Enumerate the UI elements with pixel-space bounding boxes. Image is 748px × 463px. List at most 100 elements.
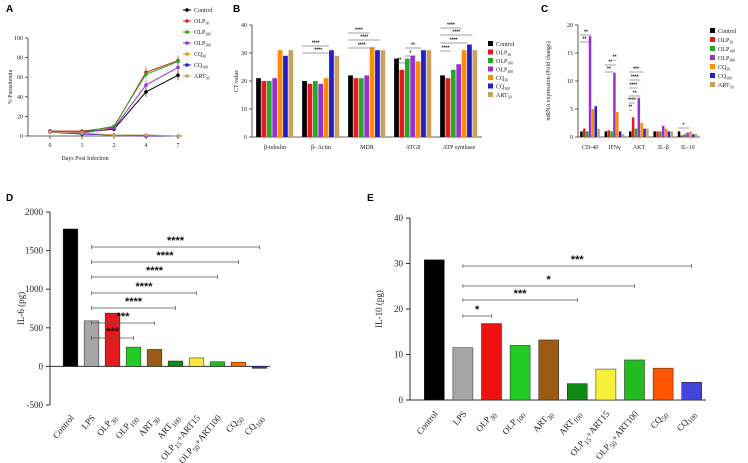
bar <box>683 134 687 137</box>
y-tick-label: 20 <box>17 114 23 120</box>
bar <box>266 81 272 137</box>
significance-label: *** <box>117 311 131 323</box>
bar <box>261 81 267 137</box>
significance-label: * <box>409 51 411 57</box>
y-tick-label: 60 <box>17 75 23 81</box>
significance-label: **** <box>358 43 366 49</box>
y-tick-label: 10 <box>567 79 573 85</box>
x-tick-label: AKT <box>633 145 646 151</box>
bar <box>637 97 641 137</box>
bar <box>450 69 456 137</box>
bar <box>604 131 608 137</box>
bar <box>358 78 364 137</box>
bar <box>334 55 340 137</box>
x-tick-label: LPS <box>79 413 97 431</box>
y-tick-label: 10 <box>394 350 404 360</box>
bar <box>640 123 643 137</box>
bar <box>595 368 617 401</box>
x-tick-label: β- Actin <box>311 145 331 151</box>
y-tick-label: 0 <box>244 135 247 141</box>
significance-label: **** <box>631 75 639 81</box>
x-tick-label: OLP100 <box>500 409 528 439</box>
x-tick-label: 2 <box>113 143 116 149</box>
bar <box>167 360 184 367</box>
bar <box>643 128 646 137</box>
significance-label: * <box>475 304 480 316</box>
legend-label: OLP100 <box>496 59 513 66</box>
bar <box>394 58 399 137</box>
bar <box>307 83 313 137</box>
significance-label: **** <box>156 250 174 262</box>
legend-label: ART30 <box>496 93 512 100</box>
bar <box>667 131 671 137</box>
y-tick-label: 100 <box>14 36 23 42</box>
significance-label: **** <box>442 46 450 52</box>
legend-label: CQ100 <box>718 74 732 81</box>
y-axis-label: CT value <box>234 70 240 92</box>
legend-marker <box>185 30 189 34</box>
bar <box>689 131 692 137</box>
significance-label: **** <box>628 98 636 104</box>
bar <box>670 131 674 137</box>
significance-label: ** <box>628 105 632 111</box>
x-tick-label: MDR <box>360 145 374 151</box>
panel-letter-c: C <box>541 4 549 15</box>
data-point <box>176 134 180 138</box>
legend-label: OLP300 <box>194 41 211 48</box>
x-tick-label: 1 <box>81 143 84 149</box>
significance-label: **** <box>450 38 458 44</box>
legend-label: OLP300 <box>718 56 735 63</box>
legend-swatch <box>488 92 493 97</box>
bar <box>440 75 445 137</box>
x-axis-label: Days Post Infection <box>61 155 108 162</box>
y-tick-label: 30 <box>241 51 247 57</box>
significance-label: **** <box>629 83 637 89</box>
legend-marker <box>185 74 189 78</box>
y-tick-label: 0 <box>39 361 44 371</box>
legend-marker <box>185 19 189 23</box>
y-tick-label: 0 <box>20 134 23 140</box>
panel-letter-d: D <box>6 193 14 204</box>
series-line <box>50 60 179 132</box>
significance-label: ** <box>607 67 611 73</box>
significance-label: *** <box>633 67 639 73</box>
y-tick-label: 0 <box>570 135 573 141</box>
x-tick-label: OLP100 <box>114 413 142 443</box>
bar <box>83 320 100 367</box>
y-tick-label: 1500 <box>25 246 44 256</box>
legend-label: OLP30 <box>718 38 733 45</box>
significance-label: * <box>547 274 552 286</box>
bar <box>597 128 600 137</box>
x-tick-label: IFNγ <box>608 145 621 151</box>
bar <box>583 128 586 137</box>
data-point <box>80 131 84 135</box>
bar <box>646 128 649 137</box>
panel-letter-e: E <box>367 193 374 204</box>
y-axis-label: IL-6 (pg) <box>16 292 26 325</box>
x-tick-label: CQ50 <box>224 413 247 437</box>
significance-label: ** <box>613 55 617 61</box>
bar <box>369 47 375 137</box>
y-tick-label: 1000 <box>25 284 44 294</box>
bar <box>652 367 674 401</box>
legend-label: OLP100 <box>718 47 735 54</box>
x-tick-label: 0 <box>49 143 52 149</box>
bar <box>272 78 278 137</box>
y-tick-label: 20 <box>394 304 404 314</box>
significance-label: **** <box>447 23 455 29</box>
bar <box>588 36 592 138</box>
series-line <box>49 66 179 134</box>
bar <box>634 128 638 137</box>
legend-swatch <box>488 41 493 46</box>
bar <box>656 131 659 137</box>
legend-label: ART30 <box>194 74 210 81</box>
y-tick-label: 20 <box>241 79 247 85</box>
bar <box>251 366 268 369</box>
legend-swatch <box>488 66 493 72</box>
y-tick-label: 2000 <box>25 207 44 217</box>
legend-label: ART30 <box>718 83 734 90</box>
bar <box>628 131 632 137</box>
bar <box>661 125 665 137</box>
bar <box>380 50 386 138</box>
bar <box>659 131 662 137</box>
